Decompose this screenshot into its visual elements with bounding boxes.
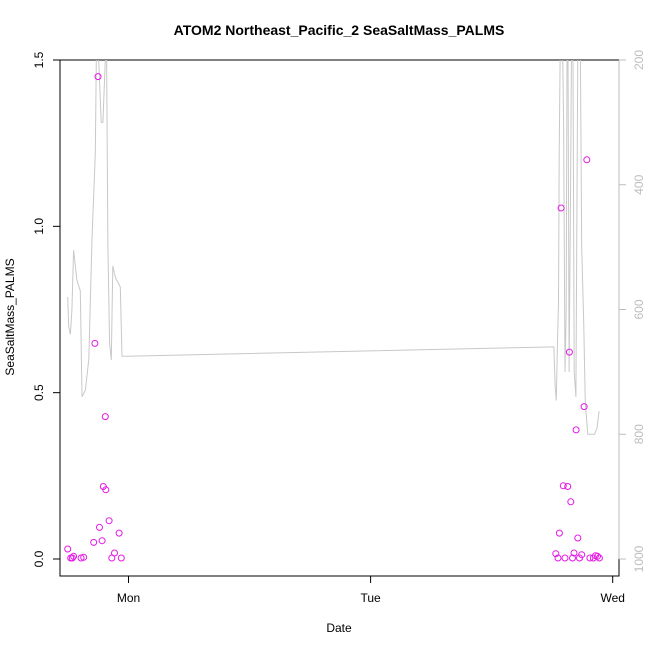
y2-axis: 200 400 600 800 1000 bbox=[618, 50, 646, 572]
point-layer bbox=[64, 73, 603, 562]
data-point bbox=[552, 550, 560, 558]
data-point bbox=[117, 554, 125, 562]
y2-tick-label: 400 bbox=[632, 174, 646, 194]
data-point bbox=[555, 529, 563, 537]
data-point bbox=[594, 552, 601, 560]
data-point bbox=[90, 538, 98, 546]
x-axis-label: Date bbox=[326, 621, 352, 635]
data-point bbox=[565, 348, 573, 356]
data-point bbox=[570, 549, 578, 557]
x-tick-label: Wed bbox=[600, 591, 624, 605]
x-tick-label: Mon bbox=[117, 591, 140, 605]
data-point bbox=[572, 426, 580, 434]
data-point bbox=[580, 403, 588, 411]
y-tick-label: 1.0 bbox=[32, 218, 46, 235]
data-point bbox=[102, 486, 110, 494]
y2-tick-label: 800 bbox=[632, 424, 646, 444]
data-point bbox=[564, 483, 572, 490]
data-point bbox=[595, 554, 603, 562]
x-tick-label: Tue bbox=[360, 591, 381, 605]
data-point bbox=[80, 553, 88, 561]
y-tick-label: 1.5 bbox=[32, 51, 46, 68]
data-point bbox=[567, 498, 575, 506]
chart-title: ATOM2 Northeast_Pacific_2 SeaSaltMass_PA… bbox=[174, 22, 505, 38]
data-point bbox=[578, 551, 586, 559]
y2-tick-label: 600 bbox=[632, 299, 646, 319]
y-tick-label: 0.5 bbox=[32, 384, 46, 401]
data-point bbox=[583, 156, 591, 164]
y2-tick-label: 200 bbox=[632, 50, 646, 70]
data-point bbox=[554, 554, 562, 562]
data-point bbox=[569, 554, 576, 562]
x-axis: Mon Tue Wed bbox=[117, 575, 625, 605]
data-point bbox=[96, 523, 103, 531]
line-layer bbox=[67, 60, 600, 435]
data-point bbox=[574, 534, 582, 542]
altitude-line bbox=[67, 60, 600, 435]
y-axis-label: SeaSaltMass_PALMS bbox=[3, 258, 17, 375]
data-point bbox=[91, 339, 99, 347]
data-point bbox=[64, 545, 72, 553]
data-point bbox=[105, 517, 113, 525]
y2-tick-label: 1000 bbox=[632, 545, 646, 572]
data-point bbox=[68, 554, 76, 562]
data-point bbox=[559, 482, 567, 490]
data-point bbox=[94, 73, 102, 81]
data-point bbox=[70, 552, 78, 560]
data-point bbox=[101, 413, 109, 421]
y-axis: 0.0 0.5 1.0 1.5 bbox=[32, 51, 61, 567]
data-point bbox=[111, 549, 118, 557]
data-point bbox=[98, 537, 106, 545]
y-tick-label: 0.0 bbox=[32, 550, 46, 567]
data-point bbox=[115, 529, 123, 537]
data-point bbox=[561, 554, 569, 562]
plot-frame bbox=[59, 59, 620, 577]
data-point bbox=[557, 204, 565, 212]
